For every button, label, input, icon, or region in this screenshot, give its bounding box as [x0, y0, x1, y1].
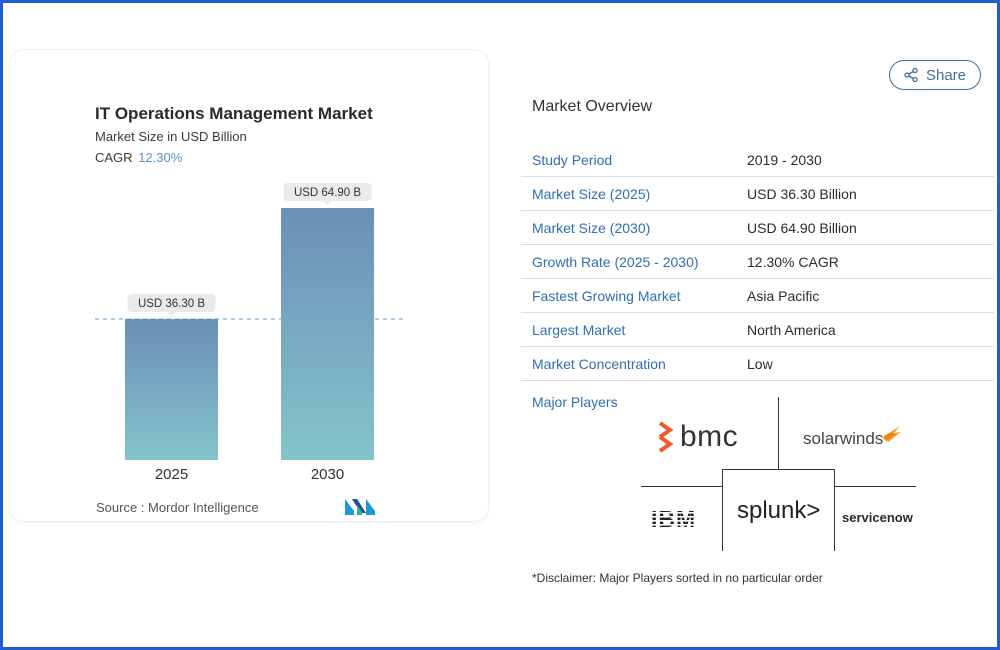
- row-value: 2019 - 2030: [747, 151, 822, 168]
- cagr-label: CAGR: [95, 150, 133, 165]
- grid-divider: [722, 469, 834, 470]
- grid-divider: [722, 469, 723, 551]
- bmc-logo-text: bmc: [680, 420, 739, 453]
- major-players-label: Major Players: [532, 394, 618, 410]
- market-overview-title: Market Overview: [532, 98, 653, 115]
- table-row: Market Size (2025) USD 36.30 Billion: [521, 177, 994, 211]
- data-label-pointer: [323, 201, 332, 205]
- table-row: Largest Market North America: [521, 313, 994, 347]
- row-key: Market Size (2025): [532, 185, 651, 202]
- bar-2030: [281, 208, 374, 460]
- row-value: USD 36.30 Billion: [747, 185, 857, 202]
- svg-text:IBM: IBM: [651, 507, 696, 531]
- overview-table: Study Period 2019 - 2030 Market Size (20…: [521, 143, 994, 381]
- chart-subtitle: Market Size in USD Billion: [95, 129, 247, 144]
- disclaimer: *Disclaimer: Major Players sorted in no …: [532, 571, 823, 585]
- servicenow-logo: servicenow: [842, 510, 913, 525]
- solarwinds-logo-text: solarwinds: [803, 429, 884, 448]
- row-key: Market Size (2030): [532, 219, 651, 236]
- bmc-chevrons-icon: [658, 421, 674, 453]
- cagr-line: CAGR 12.30%: [95, 150, 182, 165]
- data-label-pointer: [167, 312, 176, 317]
- share-label: Share: [925, 66, 967, 84]
- row-key: Market Concentration: [532, 355, 666, 372]
- data-label: USD 36.30 B: [138, 298, 205, 310]
- bar-2025: [125, 319, 218, 460]
- row-key: Growth Rate (2025 - 2030): [532, 253, 699, 270]
- chart-title: IT Operations Management Market: [95, 104, 373, 123]
- solarwinds-logo: solarwinds: [803, 424, 902, 449]
- splunk-logo: splunk>: [737, 497, 821, 524]
- table-row: Market Size (2030) USD 64.90 Billion: [521, 211, 994, 245]
- data-label-bg: [283, 183, 372, 201]
- table-row: Market Concentration Low: [521, 347, 994, 381]
- solarwinds-flame-icon: [882, 426, 902, 442]
- table-row: Growth Rate (2025 - 2030) 12.30% CAGR: [521, 245, 994, 279]
- x-tick-label: 2030: [311, 466, 344, 483]
- grid-divider: [834, 469, 835, 551]
- row-key: Fastest Growing Market: [532, 287, 681, 304]
- chart-source: Source : Mordor Intelligence: [96, 500, 259, 515]
- cagr-value: 12.30%: [138, 150, 183, 165]
- mordor-intelligence-logo: [345, 497, 375, 520]
- grid-divider: [641, 486, 722, 487]
- share-button[interactable]: Share: [889, 60, 981, 90]
- row-key: Largest Market: [532, 321, 626, 338]
- row-value: Asia Pacific: [747, 287, 820, 304]
- row-key: Study Period: [532, 151, 613, 168]
- table-row: Fastest Growing Market Asia Pacific: [521, 279, 994, 313]
- data-label: USD 64.90 B: [294, 187, 361, 199]
- grid-divider: [778, 397, 779, 469]
- ibm-logo: IBM: [651, 506, 709, 536]
- row-value: 12.30% CAGR: [747, 253, 839, 270]
- bar-chart: USD 36.30 B 2025 USD 64.90 B 2030: [95, 183, 407, 483]
- data-label-bg: [127, 294, 216, 313]
- grid-divider: [834, 486, 916, 487]
- bmc-logo: bmc: [656, 420, 738, 454]
- row-value: USD 64.90 Billion: [747, 219, 857, 236]
- x-tick-label: 2025: [155, 466, 188, 483]
- row-value: Low: [747, 355, 773, 372]
- share-icon: [904, 68, 918, 82]
- chart-card: [10, 50, 488, 521]
- row-value: North America: [747, 321, 836, 338]
- table-row: Study Period 2019 - 2030: [521, 143, 994, 177]
